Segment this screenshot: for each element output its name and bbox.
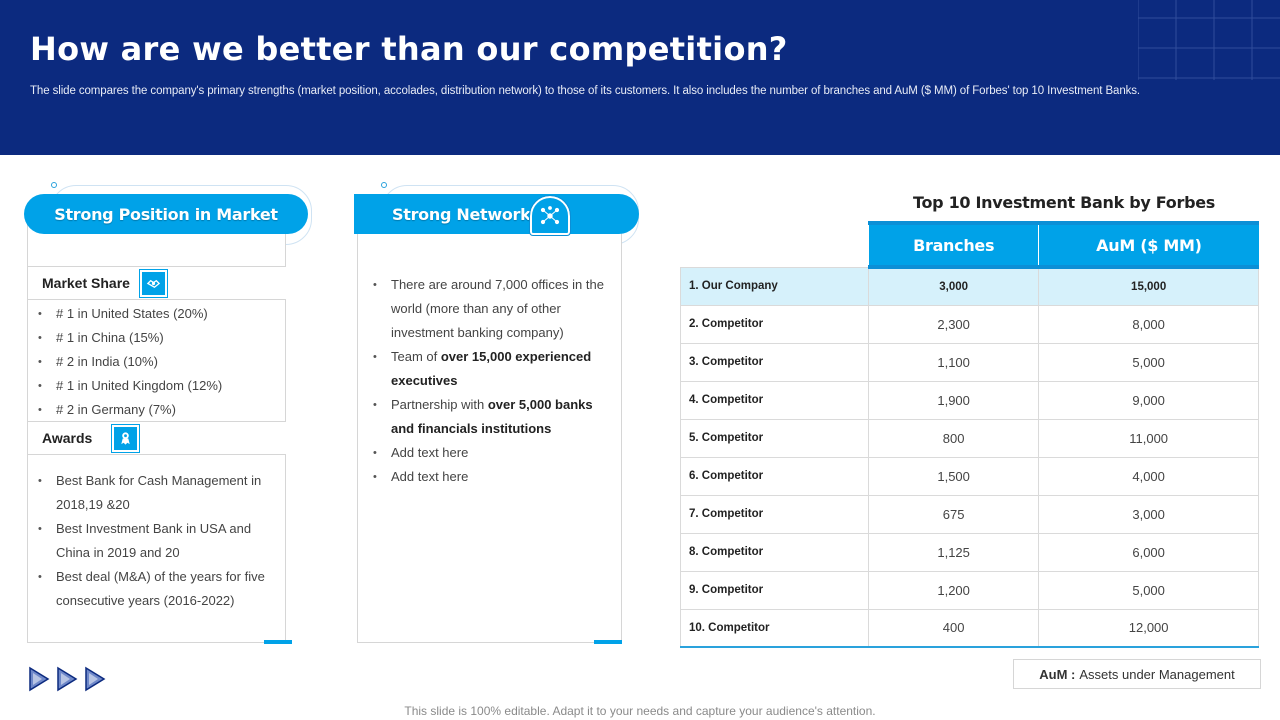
award-icon [111,424,140,453]
table-title: Top 10 Investment Bank by Forbes [912,193,1215,212]
branches-cell: 1,100 [867,342,1040,382]
middle-panel-title: Strong Network [392,204,531,224]
awards-label: Awards [42,430,93,446]
list-item-bold: over 15,000 experienced executives [391,349,592,388]
list-item-text: There are around 7,000 offices in the wo… [391,277,604,340]
aum-cell: 11,000 [1038,418,1259,458]
table-row: 6. Competitor 1,500 4,000 [680,456,1259,496]
table-row: 5. Competitor 800 11,000 [680,418,1259,458]
branches-cell: 1,125 [867,532,1040,572]
table-row: 8. Competitor 1,125 6,000 [680,532,1259,572]
list-item-text: Partnership with [391,397,488,412]
legend-definition: Assets under Management [1079,666,1235,682]
aum-cell: 6,000 [1038,532,1259,572]
list-item-text: Add text here [391,469,469,484]
branches-cell: 400 [867,608,1040,648]
bank-name-cell: 9. Competitor [680,570,869,610]
list-item: Best Investment Bank in USA and China in… [28,517,278,565]
market-share-header: Market Share [28,266,286,300]
aum-cell: 3,000 [1038,494,1259,534]
market-share-label: Market Share [42,275,130,291]
page-subtitle: The slide compares the company's primary… [30,85,1141,97]
play-arrow-icon [57,666,78,692]
list-item-text: Add text here [391,445,469,460]
table-row: 3. Competitor 1,100 5,000 [680,342,1259,382]
column-header-branches: Branches [867,221,1039,269]
network-list: There are around 7,000 offices in the wo… [363,273,608,489]
branches-cell: 800 [867,418,1040,458]
page-title: How are we better than our competition? [30,30,788,68]
header-banner: How are we better than our competition? … [0,0,1280,155]
branches-cell: 1,500 [867,456,1040,496]
handshake-icon [139,269,168,298]
bank-name-cell: 8. Competitor [680,532,869,572]
list-item-bold: over 5,000 banks and financials institut… [391,397,593,436]
awards-header: Awards [28,421,286,455]
footer-note: This slide is 100% editable. Adapt it to… [404,704,876,718]
market-share-list: # 1 in United States (20%) # 1 in China … [28,302,286,422]
table-row: 7. Competitor 675 3,000 [680,494,1259,534]
left-panel-title: Strong Position in Market [24,194,308,234]
list-item: Best deal (M&A) of the years for five co… [28,565,278,613]
network-icon [529,195,571,236]
table-row: 9. Competitor 1,200 5,000 [680,570,1259,610]
table-body: 1. Our Company 3,000 15,000 2. Competitor 2,… [680,266,1259,648]
list-item: There are around 7,000 offices in the wo… [363,273,608,345]
list-item: # 2 in Germany (7%) [28,398,286,422]
list-item: # 1 in United States (20%) [28,302,286,326]
list-item: Add text here [363,465,608,489]
arrow-decoration [28,666,106,692]
awards-list: Best Bank for Cash Management in 2018,19… [28,469,278,613]
bank-name-cell: 10. Competitor [680,608,869,648]
table-corner [680,223,869,267]
middle-panel-dot [381,182,387,188]
middle-panel-title-bar: Strong Network [354,194,639,234]
branches-cell: 1,900 [867,380,1040,420]
aum-cell: 8,000 [1038,304,1259,344]
branches-cell: 1,200 [867,570,1040,610]
branches-cell: 3,000 [867,266,1040,306]
bank-name-cell: 6. Competitor [680,456,869,496]
left-panel-dot [51,182,57,188]
list-item: Partnership with over 5,000 banks and fi… [363,393,608,441]
table-row: 2. Competitor 2,300 8,000 [680,304,1259,344]
bank-name-cell: 1. Our Company [680,266,869,306]
aum-cell: 15,000 [1038,266,1259,306]
list-item: Add text here [363,441,608,465]
play-arrow-icon [29,666,50,692]
grid-decoration [1138,0,1280,80]
table-row: 1. Our Company 3,000 15,000 [680,266,1259,306]
table-row: 4. Competitor 1,900 9,000 [680,380,1259,420]
play-arrow-icon [85,666,106,692]
bank-name-cell: 3. Competitor [680,342,869,382]
legend-term: AuM : [1039,666,1076,682]
aum-cell: 4,000 [1038,456,1259,496]
table-row: 10. Competitor 400 12,000 [680,608,1259,648]
branches-cell: 675 [867,494,1040,534]
list-item: # 2 in India (10%) [28,350,286,374]
bank-name-cell: 5. Competitor [680,418,869,458]
bank-name-cell: 7. Competitor [680,494,869,534]
branches-cell: 2,300 [867,304,1040,344]
list-item-text: Team of [391,349,441,364]
bank-name-cell: 2. Competitor [680,304,869,344]
investment-bank-table: Branches AuM ($ MM) 1. Our Company 3,000 1… [680,221,1259,648]
list-item: Best Bank for Cash Management in 2018,19… [28,469,278,517]
bank-name-cell: 4. Competitor [680,380,869,420]
column-header-aum: AuM ($ MM) [1038,221,1259,269]
aum-cell: 5,000 [1038,342,1259,382]
aum-legend: AuM : Assets under Management [1013,659,1261,689]
aum-cell: 5,000 [1038,570,1259,610]
aum-cell: 12,000 [1038,608,1259,648]
left-panel-accent [264,640,292,644]
list-item: # 1 in United Kingdom (12%) [28,374,286,398]
aum-cell: 9,000 [1038,380,1259,420]
middle-panel-accent [594,640,622,644]
list-item: Team of over 15,000 experienced executiv… [363,345,608,393]
table-header-row: Branches AuM ($ MM) [680,221,1259,269]
list-item: # 1 in China (15%) [28,326,286,350]
